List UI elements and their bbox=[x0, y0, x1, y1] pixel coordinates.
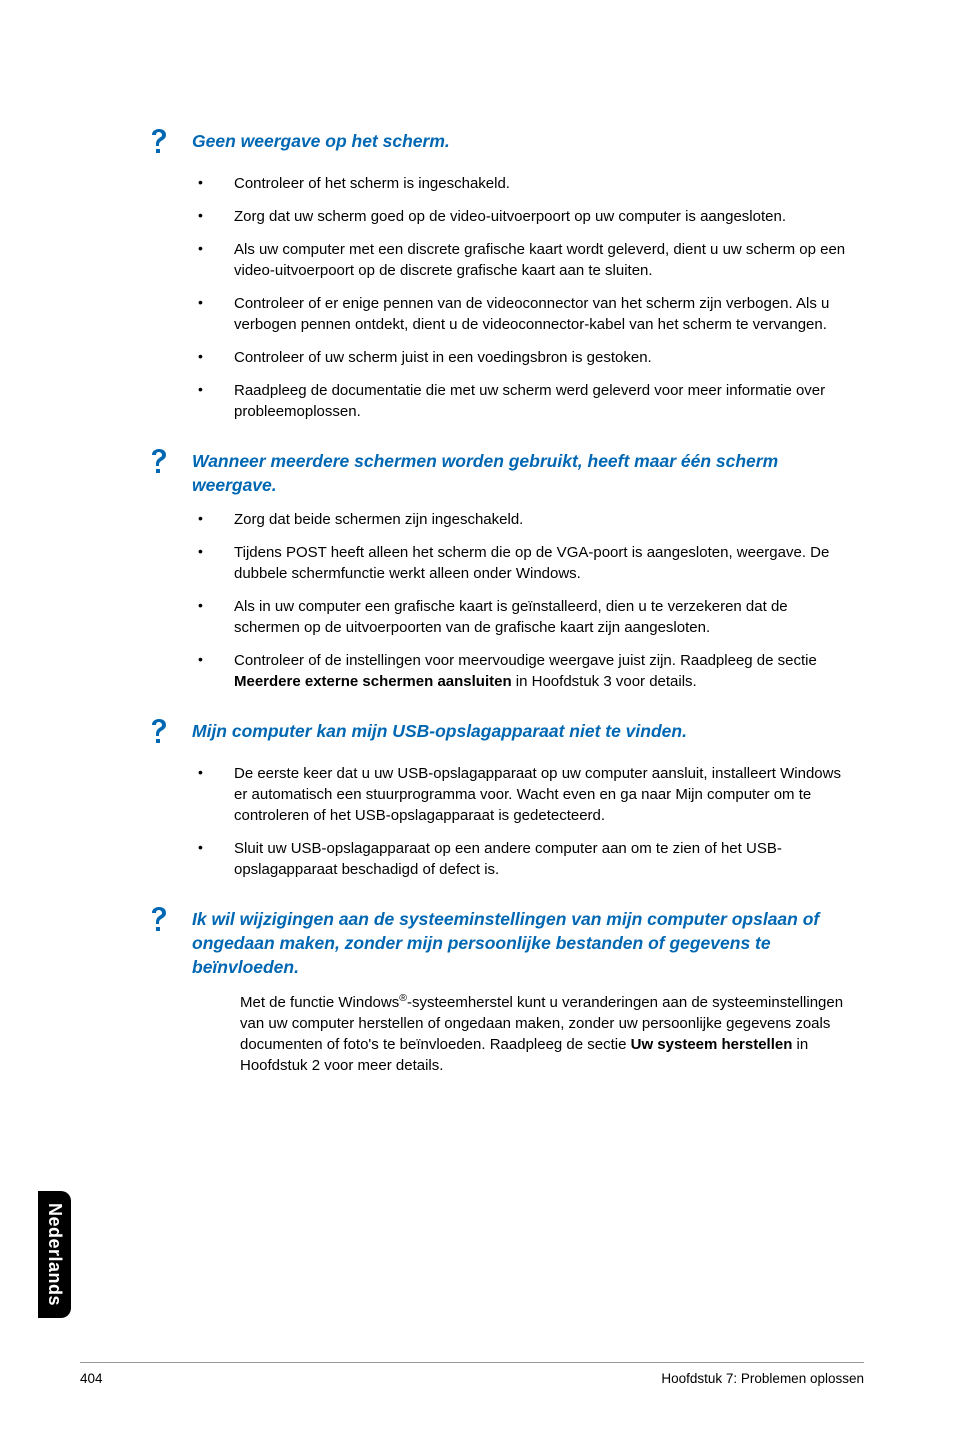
bullet-text: Controleer of het scherm is ingeschakeld… bbox=[234, 173, 854, 194]
list-item: •De eerste keer dat u uw USB-opslagappar… bbox=[192, 763, 854, 826]
faq-title: Ik wil wijzigingen aan de systeeminstell… bbox=[192, 908, 854, 979]
list-item: •Zorg dat beide schermen zijn ingeschake… bbox=[192, 509, 854, 530]
document-page: Geen weergave op het scherm. •Controleer… bbox=[0, 0, 954, 1438]
faq-item: Ik wil wijzigingen aan de systeeminstell… bbox=[150, 908, 854, 1076]
faq-item: Wanneer meerdere schermen worden gebruik… bbox=[150, 450, 854, 692]
bullet-text: Als in uw computer een grafische kaart i… bbox=[234, 596, 854, 638]
faq-body: •Controleer of het scherm is ingeschakel… bbox=[192, 173, 854, 422]
list-item: •Controleer of het scherm is ingeschakel… bbox=[192, 173, 854, 194]
faq-item: Geen weergave op het scherm. •Controleer… bbox=[150, 130, 854, 422]
faq-title: Wanneer meerdere schermen worden gebruik… bbox=[192, 450, 854, 497]
bullet-text: Zorg dat uw scherm goed op de video-uitv… bbox=[234, 206, 854, 227]
bullet-text: Tijdens POST heeft alleen het scherm die… bbox=[234, 542, 854, 584]
bullet-icon: • bbox=[192, 347, 234, 368]
text-run: Met de functie Windows bbox=[240, 994, 399, 1011]
faq-title: Mijn computer kan mijn USB-opslagapparaa… bbox=[192, 720, 854, 744]
question-mark-icon bbox=[150, 718, 178, 751]
bullet-list: •Controleer of het scherm is ingeschakel… bbox=[192, 173, 854, 422]
bullet-text: Zorg dat beide schermen zijn ingeschakel… bbox=[234, 509, 854, 530]
faq-title: Geen weergave op het scherm. bbox=[192, 130, 854, 154]
bullet-icon: • bbox=[192, 239, 234, 281]
bullet-list: •Zorg dat beide schermen zijn ingeschake… bbox=[192, 509, 854, 692]
faq-item: Mijn computer kan mijn USB-opslagapparaa… bbox=[150, 720, 854, 880]
bullet-list: •De eerste keer dat u uw USB-opslagappar… bbox=[192, 763, 854, 880]
bullet-text: Controleer of er enige pennen van de vid… bbox=[234, 293, 854, 335]
list-item: •Als in uw computer een grafische kaart … bbox=[192, 596, 854, 638]
bullet-icon: • bbox=[192, 293, 234, 335]
text-run: in Hoofdstuk 3 voor details. bbox=[512, 673, 697, 690]
paragraph: Met de functie Windows®-systeemherstel k… bbox=[240, 991, 854, 1076]
bullet-icon: • bbox=[192, 380, 234, 422]
list-item: •Controleer of de instellingen voor meer… bbox=[192, 650, 854, 692]
bullet-icon: • bbox=[192, 542, 234, 584]
faq-body: •De eerste keer dat u uw USB-opslagappar… bbox=[192, 763, 854, 880]
bullet-text: Controleer of de instellingen voor meerv… bbox=[234, 650, 854, 692]
list-item: •Zorg dat uw scherm goed op de video-uit… bbox=[192, 206, 854, 227]
bullet-text: Raadpleeg de documentatie die met uw sch… bbox=[234, 380, 854, 422]
bullet-text: Als uw computer met een discrete grafisc… bbox=[234, 239, 854, 281]
list-item: •Controleer of er enige pennen van de vi… bbox=[192, 293, 854, 335]
bullet-icon: • bbox=[192, 206, 234, 227]
question-mark-icon bbox=[150, 906, 178, 939]
list-item: •Tijdens POST heeft alleen het scherm di… bbox=[192, 542, 854, 584]
bullet-text: Controleer of uw scherm juist in een voe… bbox=[234, 347, 854, 368]
question-mark-icon bbox=[150, 448, 178, 481]
bullet-icon: • bbox=[192, 173, 234, 194]
faq-header: Ik wil wijzigingen aan de systeeminstell… bbox=[150, 908, 854, 979]
list-item: •Controleer of uw scherm juist in een vo… bbox=[192, 347, 854, 368]
faq-header: Geen weergave op het scherm. bbox=[150, 130, 854, 161]
faq-header: Wanneer meerdere schermen worden gebruik… bbox=[150, 450, 854, 497]
bold-text: Meerdere externe schermen aansluiten bbox=[234, 673, 512, 690]
bullet-text: Sluit uw USB-opslagapparaat op een ander… bbox=[234, 838, 854, 880]
faq-header: Mijn computer kan mijn USB-opslagapparaa… bbox=[150, 720, 854, 751]
bullet-icon: • bbox=[192, 838, 234, 880]
bullet-icon: • bbox=[192, 650, 234, 692]
chapter-title: Hoofdstuk 7: Problemen oplossen bbox=[661, 1371, 864, 1386]
language-tab: Nederlands bbox=[38, 1191, 71, 1318]
text-run: Controleer of de instellingen voor meerv… bbox=[234, 652, 817, 669]
list-item: •Als uw computer met een discrete grafis… bbox=[192, 239, 854, 281]
list-item: •Raadpleeg de documentatie die met uw sc… bbox=[192, 380, 854, 422]
bullet-icon: • bbox=[192, 763, 234, 826]
page-number: 404 bbox=[80, 1371, 103, 1386]
registered-symbol: ® bbox=[399, 992, 407, 1004]
bullet-icon: • bbox=[192, 596, 234, 638]
list-item: •Sluit uw USB-opslagapparaat op een ande… bbox=[192, 838, 854, 880]
faq-body: Met de functie Windows®-systeemherstel k… bbox=[192, 991, 854, 1076]
faq-body: •Zorg dat beide schermen zijn ingeschake… bbox=[192, 509, 854, 692]
bullet-icon: • bbox=[192, 509, 234, 530]
bold-text: Uw systeem herstellen bbox=[631, 1036, 793, 1053]
page-footer: 404 Hoofdstuk 7: Problemen oplossen bbox=[80, 1362, 864, 1386]
question-mark-icon bbox=[150, 128, 178, 161]
bullet-text: De eerste keer dat u uw USB-opslagappara… bbox=[234, 763, 854, 826]
